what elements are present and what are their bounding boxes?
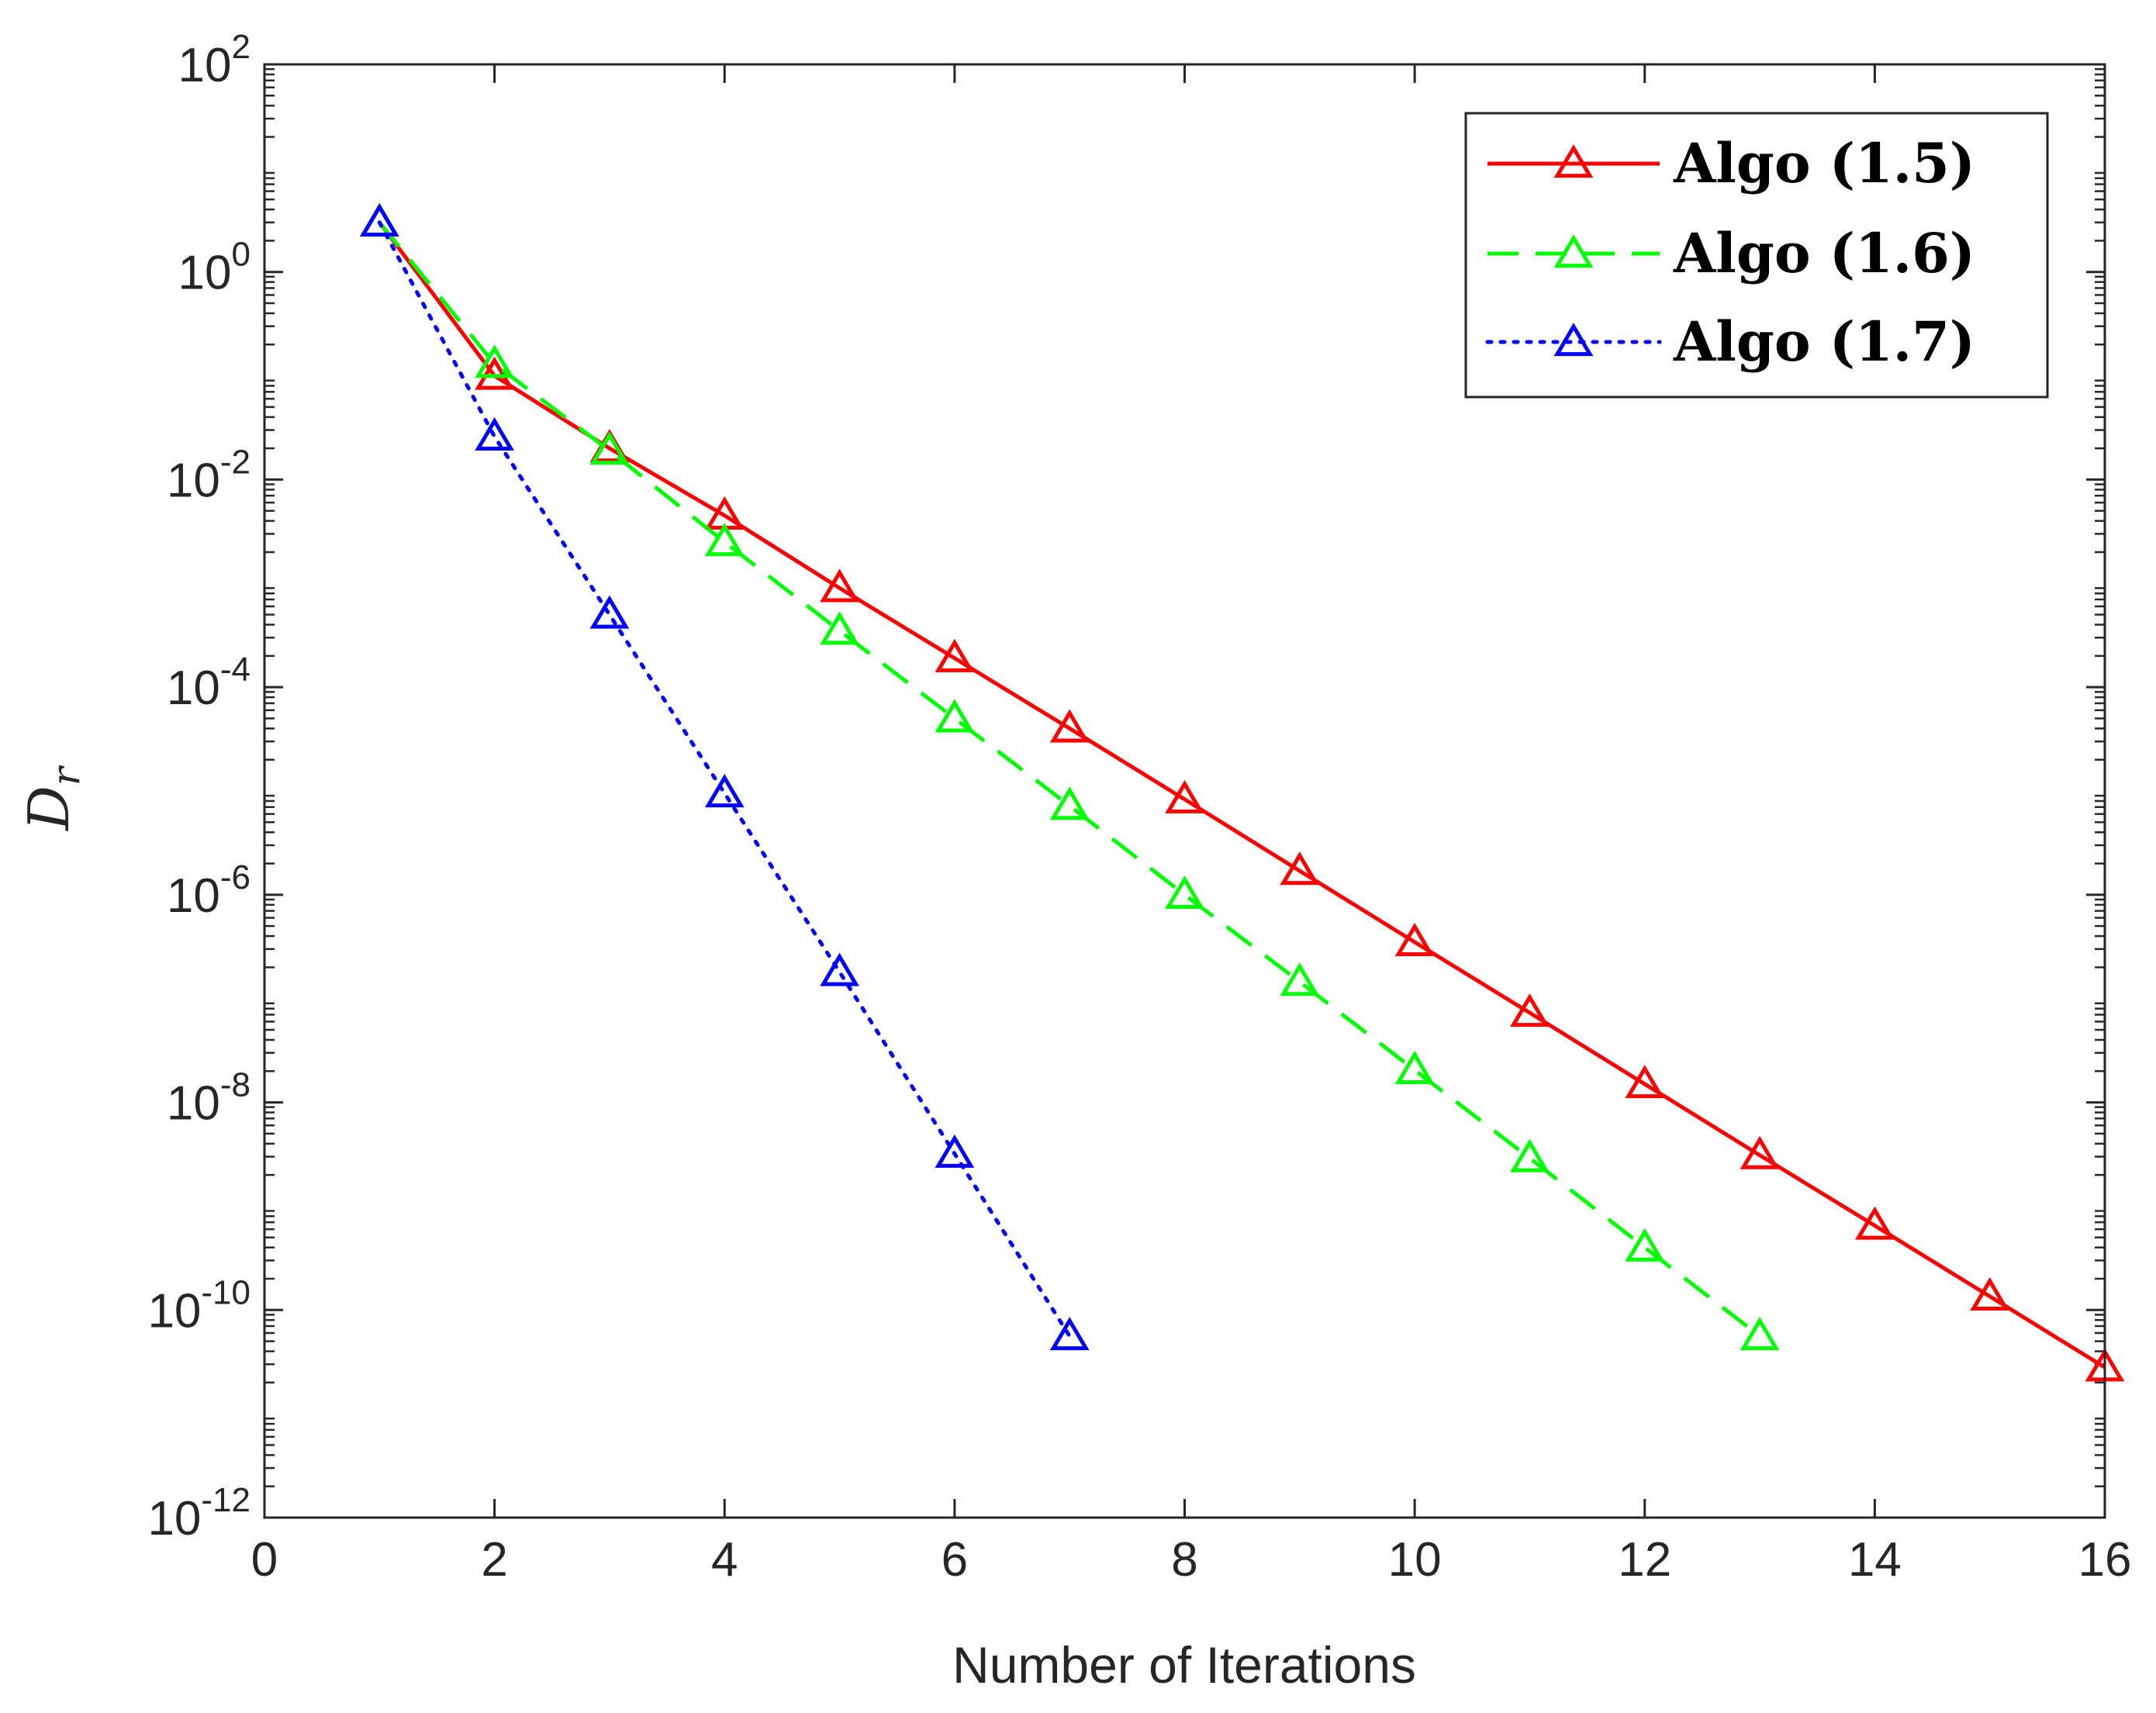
- data-point: [1740, 1135, 1780, 1169]
- y-tick-label: 10-2: [167, 443, 250, 507]
- y-tick-label-exponent: -10: [201, 1273, 250, 1311]
- y-tick-label: 100: [178, 236, 250, 300]
- data-point: [935, 699, 975, 733]
- y-tick-label-exponent: -6: [220, 858, 250, 896]
- x-tick-label: 10: [1388, 1533, 1442, 1587]
- y-tick-label-exponent: -8: [220, 1066, 250, 1104]
- series-1: [359, 202, 2125, 1382]
- x-axis-label: Number of Iterations: [952, 1636, 1416, 1694]
- data-point: [820, 952, 859, 986]
- series-line: [377, 220, 1072, 1338]
- tick-labels: 0 2 4 6 8 10 12 14 1610-1210-1010-810-610-410-21…: [147, 28, 2131, 1587]
- y-tick-label: 10-8: [167, 1066, 250, 1131]
- data-point: [1049, 1317, 1090, 1351]
- data-point: [1510, 1138, 1550, 1173]
- data-point: [475, 416, 515, 451]
- y-tick-label-base: 10: [167, 869, 220, 923]
- series-3: [359, 202, 1090, 1351]
- legend-marker: [1553, 323, 1594, 357]
- legend: Algo (1.5) Algo (1.6) Algo (1.7): [1464, 112, 2049, 399]
- y-tick-label-exponent: -2: [220, 443, 250, 481]
- x-tick-label: 12: [1618, 1533, 1671, 1587]
- y-axis-label-subscript: r: [43, 765, 88, 786]
- y-axis-label-main: D: [16, 786, 81, 832]
- data-point: [820, 611, 859, 645]
- legend-marker: [1553, 234, 1594, 268]
- y-tick-label: 10-4: [167, 651, 250, 715]
- data-point: [1625, 1065, 1665, 1099]
- plot-frame: [263, 63, 2106, 1519]
- legend-entry-1: Algo (1.5): [1487, 131, 1975, 195]
- data-point: [475, 344, 515, 378]
- y-tick-label-base: 10: [167, 1077, 220, 1131]
- data-point: [1280, 851, 1320, 886]
- y-tick-label-base: 10: [178, 39, 232, 92]
- y-tick-label-exponent: -4: [220, 651, 250, 689]
- data-point: [1510, 993, 1550, 1027]
- series-group: [359, 202, 2125, 1382]
- x-tick-label: 14: [1848, 1533, 1902, 1587]
- data-point: [359, 202, 399, 237]
- y-tick-label-base: 10: [147, 1284, 201, 1338]
- x-tick-label: 16: [2078, 1533, 2132, 1587]
- y-tick-label-base: 10: [178, 247, 232, 300]
- y-tick-label: 102: [178, 28, 250, 92]
- y-tick-label: 10-10: [147, 1273, 250, 1338]
- y-tick-label: 10-12: [147, 1481, 250, 1545]
- y-tick-label-base: 10: [147, 1492, 201, 1545]
- data-point: [1049, 709, 1090, 743]
- legend-marker: [1553, 144, 1594, 178]
- y-tick-label-base: 10: [167, 454, 220, 507]
- legend-entry-3: Algo (1.7): [1485, 309, 1975, 374]
- data-point: [1394, 1050, 1435, 1084]
- data-point: [475, 356, 515, 390]
- data-point: [1740, 1317, 1780, 1351]
- data-point: [1394, 922, 1435, 956]
- x-tick-label: 6: [942, 1533, 968, 1587]
- data-point: [1049, 786, 1090, 820]
- data-point: [704, 523, 745, 557]
- data-point: [704, 774, 745, 808]
- data-point: [1165, 875, 1204, 909]
- y-tick-label: 10-6: [167, 858, 250, 923]
- y-tick-label-exponent: -12: [201, 1481, 250, 1519]
- y-axis-label: Dr: [16, 765, 88, 832]
- data-point: [820, 568, 859, 603]
- legend-entry-2: Algo (1.6): [1487, 221, 1975, 285]
- y-tick-label-base: 10: [167, 661, 220, 715]
- x-tick-label: 8: [1171, 1533, 1197, 1587]
- data-point: [935, 638, 975, 672]
- legend-label: Algo (1.5): [1673, 131, 1975, 195]
- legend-label: Algo (1.7): [1673, 309, 1975, 374]
- legend-label: Algo (1.6): [1673, 221, 1975, 285]
- y-tick-label-exponent: 0: [232, 236, 250, 274]
- data-point: [589, 595, 630, 629]
- x-tick-label: 4: [711, 1533, 738, 1587]
- data-point: [1165, 779, 1204, 813]
- data-point: [1970, 1276, 2010, 1311]
- series-line: [378, 221, 2106, 1369]
- data-point: [935, 1134, 975, 1168]
- data-point: [589, 431, 630, 465]
- x-tick-label: 2: [481, 1533, 507, 1587]
- x-tick-label: 0: [251, 1533, 278, 1587]
- data-point: [1854, 1206, 1895, 1240]
- data-point: [1280, 962, 1320, 996]
- data-point: [1625, 1228, 1665, 1262]
- y-tick-label-exponent: 2: [232, 28, 250, 66]
